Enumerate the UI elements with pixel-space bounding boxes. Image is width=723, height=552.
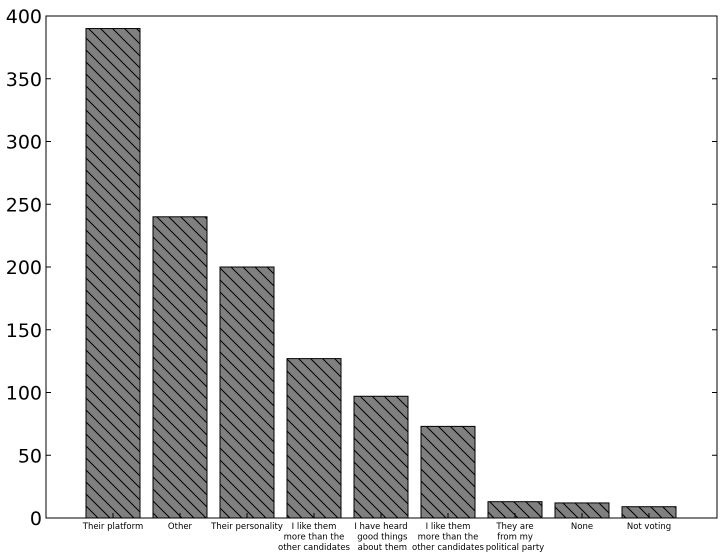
y-tick-label: 350 [6, 69, 42, 91]
x-tick-label: I like them more than the other candidates [278, 522, 351, 552]
bars-group [85, 28, 677, 519]
bar [85, 28, 141, 519]
bar [286, 358, 342, 519]
y-tick-label: 100 [6, 383, 42, 405]
x-axis: Their platform Other Their personality I li… [82, 513, 671, 552]
y-tick-label: 250 [6, 194, 42, 216]
bar [152, 216, 208, 519]
x-tick-label: They are from my political party [486, 522, 544, 552]
y-tick-label: 50 [18, 445, 42, 467]
y-tick-label: 400 [6, 6, 42, 28]
y-tick-label: 300 [6, 132, 42, 154]
y-tick-label: 0 [30, 508, 42, 530]
x-tick-label: I have heard good things about them [354, 522, 408, 552]
x-tick-label: Not voting [627, 522, 671, 532]
bar [219, 266, 275, 519]
x-tick-label: Their platform [82, 522, 143, 532]
y-axis: 0 50 100 150 200 250 300 350 400 [6, 6, 717, 530]
x-tick-label: I like them more than the other candidates [412, 522, 485, 552]
x-tick-label: Their personality [210, 522, 283, 532]
y-tick-label: 150 [6, 320, 42, 342]
bar [353, 395, 409, 519]
bar [420, 425, 476, 519]
x-tick-label: Other [168, 522, 193, 532]
x-tick-label: None [571, 522, 593, 532]
y-tick-label: 200 [6, 257, 42, 279]
